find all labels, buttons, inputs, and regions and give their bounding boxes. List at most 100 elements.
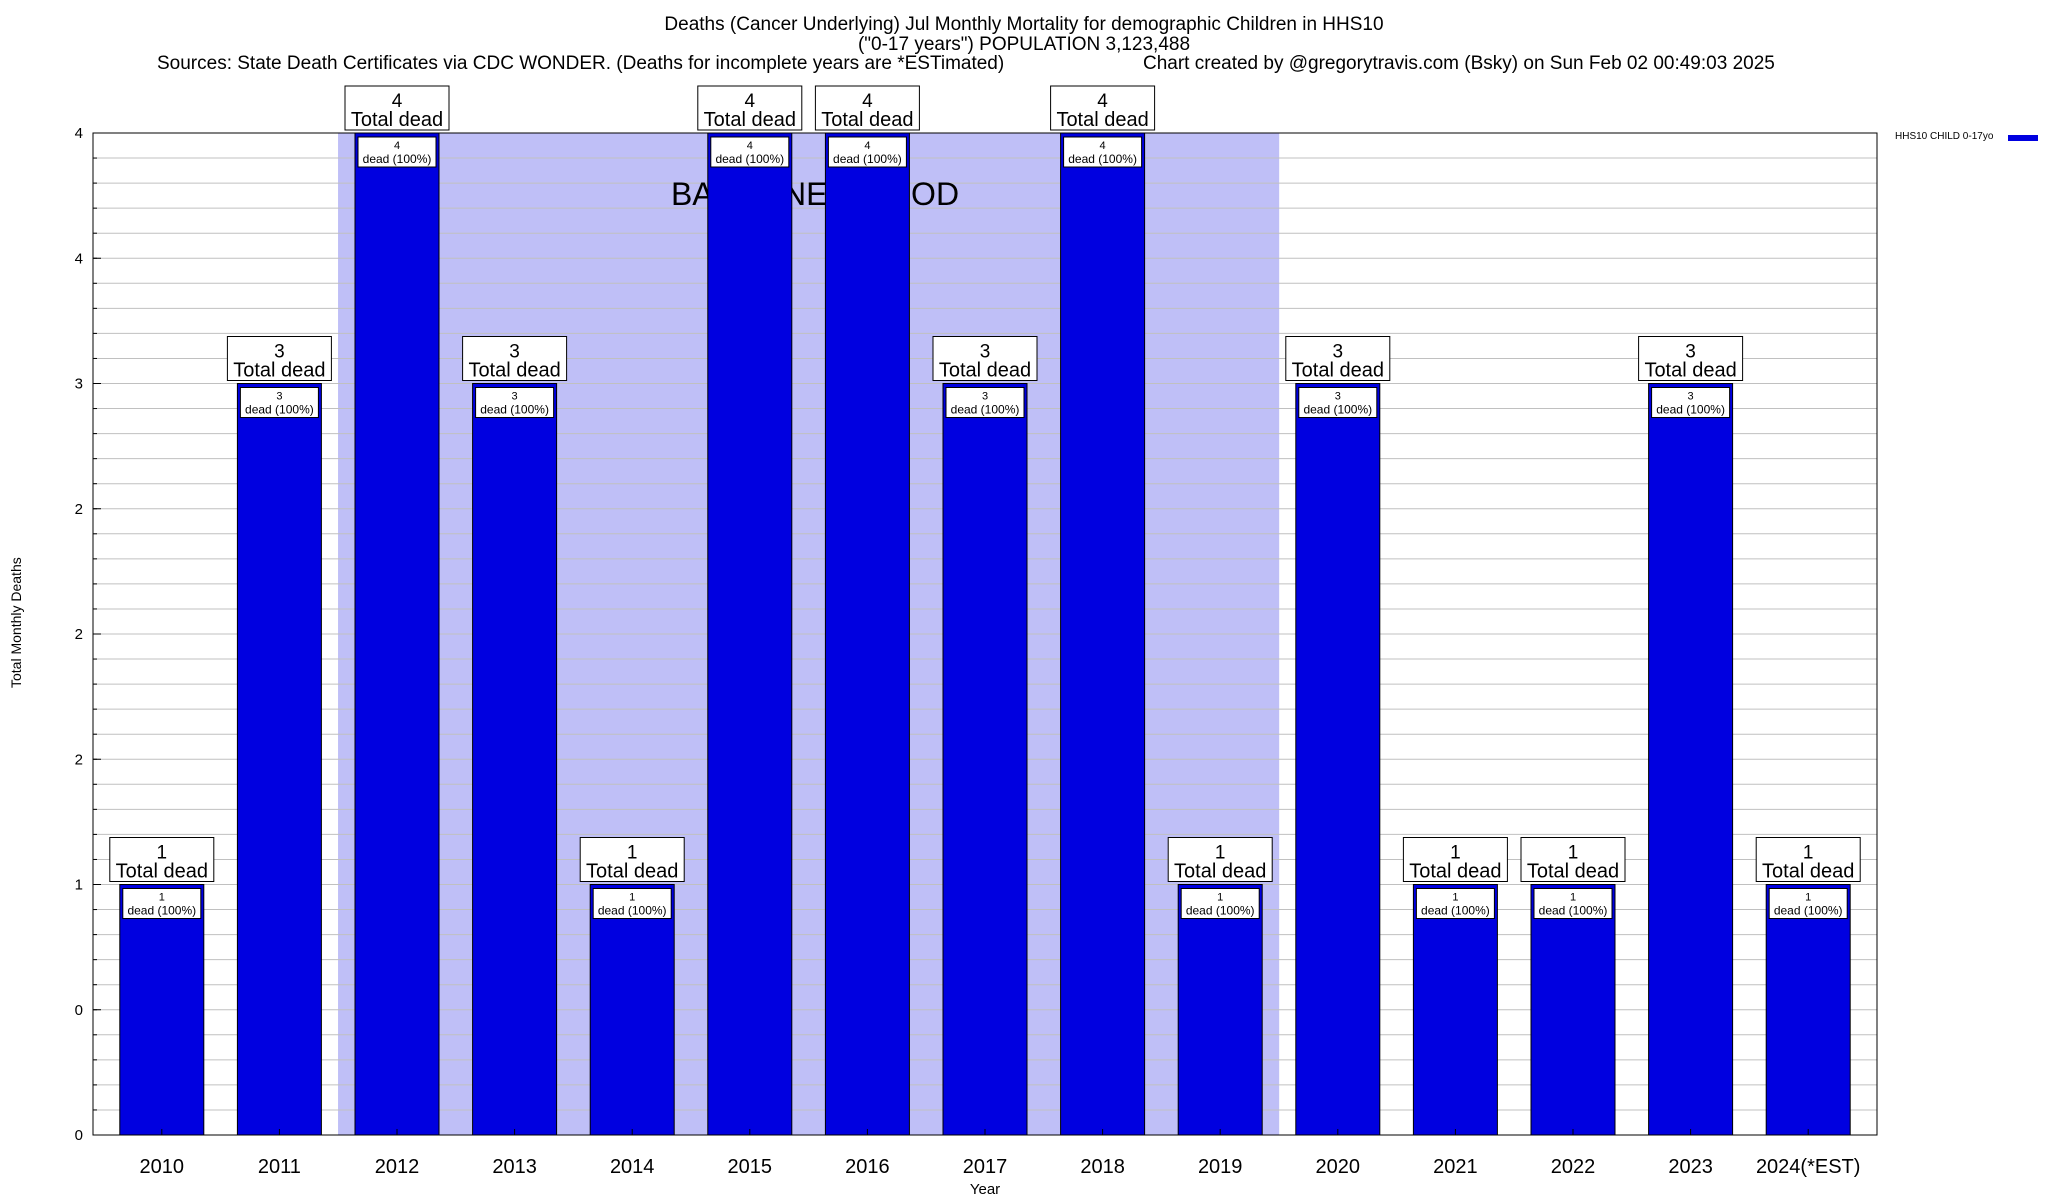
bar-inner-percent-label: dead (100%) [363,152,432,166]
bar-total-value-label: 4 [745,91,756,112]
chart-credit: Chart created by @gregorytravis.com (Bsk… [1143,53,1775,74]
bar [824,132,910,1136]
bar-inner-label-box [357,136,437,168]
bar-inner-percent-label: dead (100%) [1303,403,1372,417]
chart-sources: Sources: State Death Certificates via CD… [157,53,1005,74]
bar-total-value-label: 1 [1568,843,1579,864]
y-tick-label: 4 [75,250,83,267]
x-tick-label: 2012 [375,1156,420,1178]
x-tick-label: 2016 [845,1156,890,1178]
bar-total-value-label: 1 [157,843,168,864]
bar-inner-label-box [1180,888,1260,919]
bar-total-text-label: Total dead [939,360,1031,382]
y-tick-label: 2 [75,501,83,518]
bar-total-text-label: Total dead [116,861,208,883]
bar-inner-label-box [239,387,319,418]
bar-total-text-label: Total dead [468,360,560,382]
bar-inner-value-label: 3 [512,391,518,403]
bar-total-value-label: 3 [274,342,285,363]
bar-inner-label-box [1415,888,1495,919]
x-tick-label: 2011 [258,1156,301,1178]
bar-total-label-box [1050,85,1156,131]
bar-inner-value-label: 3 [276,391,282,403]
x-tick-label: 2023 [1668,1156,1713,1178]
legend-label: HHS10 CHILD 0-17yo [1895,131,1994,142]
bar-inner-percent-label: dead (100%) [833,152,902,166]
bar-inner-label-box [1768,888,1848,919]
bar [1765,884,1851,1136]
bar [119,884,205,1136]
y-tick-label: 1 [75,877,83,894]
bar-inner-value-label: 4 [747,140,753,152]
chart-title-line2: ("0-17 years") POPULATION 3,123,488 [857,34,1191,55]
bar-total-label-box [1167,837,1273,882]
bar-total-label-box [226,336,332,381]
bar-total-label-box [814,85,920,131]
x-tick-label: 2017 [963,1156,1008,1178]
bar-inner-percent-label: dead (100%) [245,403,314,417]
bar-total-value-label: 4 [392,91,403,112]
bar-total-label-box [697,85,803,131]
bar-total-value-label: 3 [980,342,991,363]
x-tick-label: 2020 [1316,1156,1361,1178]
x-tick-label: 2019 [1198,1156,1243,1178]
bar-inner-percent-label: dead (100%) [127,904,196,918]
bar [1295,383,1381,1136]
bar-inner-value-label: 1 [1217,892,1223,904]
bar-inner-value-label: 4 [1100,140,1106,152]
bar [1648,383,1734,1136]
bar-total-text-label: Total dead [1409,861,1501,883]
bar-total-label-box [1285,336,1391,381]
bar-inner-value-label: 3 [1335,391,1341,403]
bar-inner-label-box [710,136,790,168]
bar-inner-label-box [945,387,1025,418]
bar-inner-percent-label: dead (100%) [1068,152,1137,166]
bar-total-label-box [344,85,450,131]
bar-inner-percent-label: dead (100%) [1186,904,1255,918]
bar-total-label-box [1638,336,1744,381]
x-tick-label: 2024(*EST) [1756,1156,1861,1178]
x-tick-label: 2014 [610,1156,655,1178]
bar-total-text-label: Total dead [704,109,796,131]
bar-inner-value-label: 1 [629,892,635,904]
x-tick-label: 2021 [1433,1156,1478,1178]
bar [1412,884,1498,1136]
bar-inner-value-label: 4 [394,140,400,152]
bar-inner-percent-label: dead (100%) [1656,403,1725,417]
y-tick-label: 4 [75,125,83,142]
bar-inner-percent-label: dead (100%) [951,403,1020,417]
bar-inner-label-box [1298,387,1378,418]
bar-inner-label-box [827,136,907,168]
y-tick-label: 2 [75,751,83,768]
bar-total-label-box [1402,837,1508,882]
x-tick-label: 2022 [1551,1156,1596,1178]
y-axis-label: Total Monthly Deaths [8,557,24,688]
bar-inner-percent-label: dead (100%) [1539,904,1608,918]
bar [1177,884,1263,1136]
bar-inner-label-box [1533,888,1613,919]
y-tick-label: 0 [75,1127,83,1144]
bar [942,383,1028,1136]
y-tick-label: 2 [75,626,83,643]
bar-total-text-label: Total dead [1762,861,1854,883]
x-tick-label: 2013 [492,1156,537,1178]
bar-total-label-box [579,837,685,882]
bar-inner-label-box [122,888,202,919]
bar [1530,884,1616,1136]
bar-total-text-label: Total dead [1292,360,1384,382]
bar-total-label-box [1755,837,1861,882]
bar-total-text-label: Total dead [821,109,913,131]
x-tick-label: 2010 [140,1156,185,1178]
bar-total-value-label: 1 [627,843,638,864]
bar-total-text-label: Total dead [1056,109,1148,131]
bar-inner-value-label: 1 [159,892,165,904]
bar-total-text-label: Total dead [351,109,443,131]
bar-inner-percent-label: dead (100%) [480,403,549,417]
bar-total-value-label: 1 [1803,843,1814,864]
bar-total-value-label: 3 [1685,342,1696,363]
bar [354,132,440,1136]
y-tick-label: 3 [75,376,83,393]
legend-swatch [2008,135,2038,141]
bar-total-text-label: Total dead [1527,861,1619,883]
